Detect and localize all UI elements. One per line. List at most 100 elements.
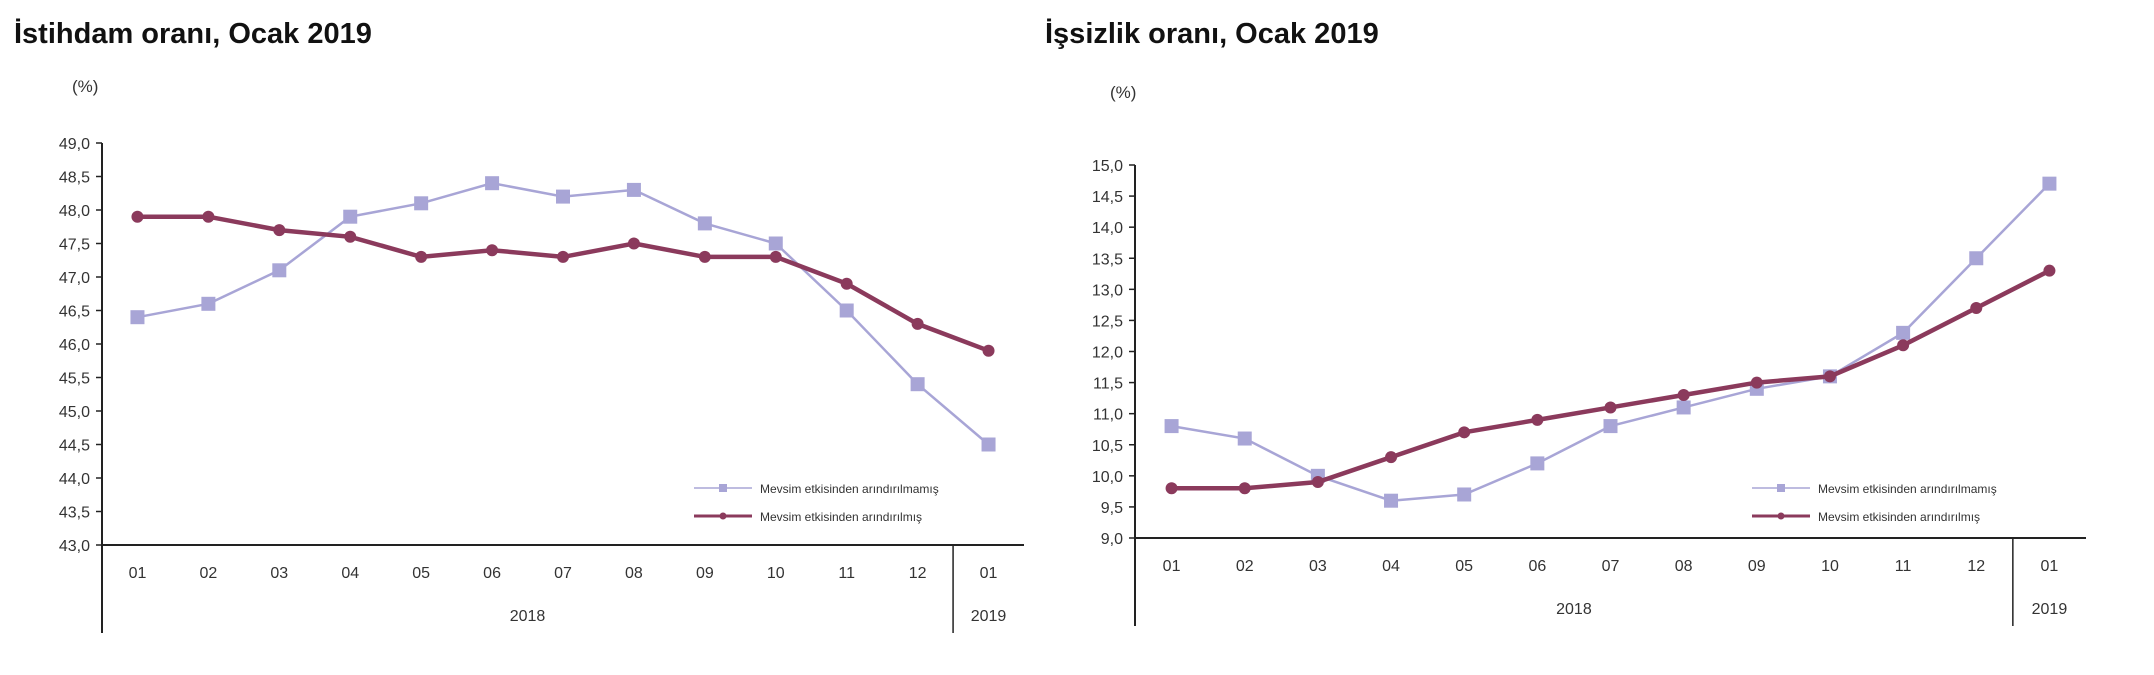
- series-line-unadjusted: [1171, 182, 2051, 502]
- data-point: [1531, 413, 1544, 426]
- y-tick-label: 44,0: [59, 471, 90, 488]
- x-tick-label: 01: [129, 565, 147, 582]
- data-point: [2043, 264, 2056, 277]
- x-tick-label: 04: [341, 565, 359, 582]
- y-tick-label: 46,5: [59, 304, 90, 321]
- data-point: [769, 250, 782, 263]
- y-tick-label: 44,5: [59, 438, 90, 455]
- data-point: [840, 277, 853, 290]
- x-tick-label: 12: [909, 565, 927, 582]
- legend-swatch-marker: [1777, 512, 1785, 520]
- y-tick-label: 9,5: [1101, 500, 1123, 517]
- y-tick-label: 12,5: [1092, 313, 1123, 330]
- data-point: [839, 303, 854, 318]
- x-tick-label: 11: [1895, 558, 1912, 575]
- data-point: [1238, 482, 1251, 495]
- y-tick-label: 10,5: [1092, 438, 1123, 455]
- data-point: [414, 196, 429, 211]
- x-tick-label: 09: [1748, 558, 1766, 575]
- x-tick-label: 02: [1236, 558, 1254, 575]
- legend-swatch-marker: [719, 512, 727, 520]
- data-point: [1604, 401, 1617, 414]
- x-tick-label: 05: [412, 565, 430, 582]
- y-axis-label: (%): [1110, 83, 1136, 102]
- data-point: [557, 250, 569, 263]
- y-tick-label: 43,0: [59, 538, 90, 555]
- data-point: [1311, 476, 1324, 489]
- data-point: [911, 317, 924, 330]
- data-point: [1897, 339, 1910, 352]
- y-tick-label: 14,5: [1092, 189, 1123, 206]
- series-line-adjusted: [1171, 268, 2051, 491]
- y-tick-label: 14,0: [1092, 220, 1123, 237]
- chart-title-unemployment: İşsizlik oranı, Ocak 2019: [1045, 18, 1379, 50]
- y-axis-label: (%): [72, 77, 98, 96]
- data-point: [982, 344, 995, 357]
- x-tick-label: 12: [1967, 558, 1985, 575]
- data-point: [1750, 376, 1763, 389]
- data-point: [1457, 487, 1472, 502]
- legend-swatch-marker: [1777, 484, 1785, 492]
- data-point: [344, 230, 357, 243]
- data-point: [273, 224, 286, 237]
- data-point: [415, 250, 428, 263]
- series-line-adjusted: [137, 214, 990, 353]
- y-tick-label: 10,0: [1092, 469, 1123, 486]
- series-line-unadjusted: [137, 181, 990, 446]
- y-tick-label: 12,0: [1092, 345, 1123, 362]
- x-tick-label: 06: [483, 565, 501, 582]
- data-point: [910, 377, 925, 392]
- x-tick-label: 11: [838, 565, 855, 582]
- y-tick-label: 11,0: [1093, 407, 1123, 424]
- x-tick-label: 02: [199, 565, 217, 582]
- year-label-2019: 2019: [971, 608, 1007, 625]
- y-tick-label: 47,5: [59, 237, 90, 254]
- data-point: [627, 237, 640, 250]
- data-point: [1164, 419, 1179, 434]
- year-label-2018: 2018: [510, 608, 546, 625]
- data-point: [1384, 493, 1399, 508]
- data-point: [131, 210, 144, 223]
- y-tick-label: 13,5: [1092, 251, 1123, 268]
- data-point: [1530, 456, 1545, 471]
- y-tick-label: 46,0: [59, 337, 90, 354]
- data-point: [1165, 482, 1178, 495]
- y-tick-label: 15,0: [1092, 158, 1123, 175]
- y-tick-label: 48,5: [59, 170, 90, 187]
- data-point: [202, 210, 215, 223]
- data-point: [768, 236, 783, 251]
- data-point: [1823, 370, 1836, 383]
- data-point: [1970, 301, 1983, 314]
- data-point: [1385, 451, 1398, 464]
- y-tick-label: 49,0: [59, 136, 90, 153]
- data-point: [1458, 426, 1471, 439]
- year-label-2019: 2019: [2032, 601, 2068, 618]
- x-tick-label: 10: [767, 565, 785, 582]
- data-point: [556, 189, 570, 204]
- chart-employment: (%) 49,0 48,5 48,0 47,5 47,0 46,5 46,0 45,5 45,0 4…: [59, 77, 1024, 633]
- y-tick-label: 45,5: [59, 371, 90, 388]
- data-point: [1676, 400, 1691, 415]
- y-tick-label: 13,0: [1092, 282, 1123, 299]
- data-point: [698, 250, 711, 263]
- x-tick-label: 08: [1675, 558, 1693, 575]
- data-point: [343, 209, 358, 224]
- data-point: [1969, 251, 1984, 266]
- x-tick-label: 03: [1309, 558, 1327, 575]
- x-tick-label: 03: [270, 565, 288, 582]
- legend-swatch-marker: [719, 484, 727, 492]
- x-tick-label: 06: [1528, 558, 1546, 575]
- y-tick-label: 11,5: [1093, 376, 1123, 393]
- x-tick-label: 07: [554, 565, 572, 582]
- y-tick-label: 45,0: [59, 404, 90, 421]
- data-point: [130, 310, 145, 325]
- x-tick-label: 01: [1163, 558, 1181, 575]
- x-tick-label: 10: [1821, 558, 1839, 575]
- y-tick-label: 48,0: [59, 203, 90, 220]
- data-point: [981, 437, 996, 452]
- x-tick-label: 04: [1382, 558, 1400, 575]
- data-point: [1896, 325, 1911, 340]
- legend-label: Mevsim etkisinden arındırılmamış: [1818, 482, 1997, 496]
- y-tick-label: 47,0: [59, 270, 90, 287]
- x-tick-label: 07: [1602, 558, 1620, 575]
